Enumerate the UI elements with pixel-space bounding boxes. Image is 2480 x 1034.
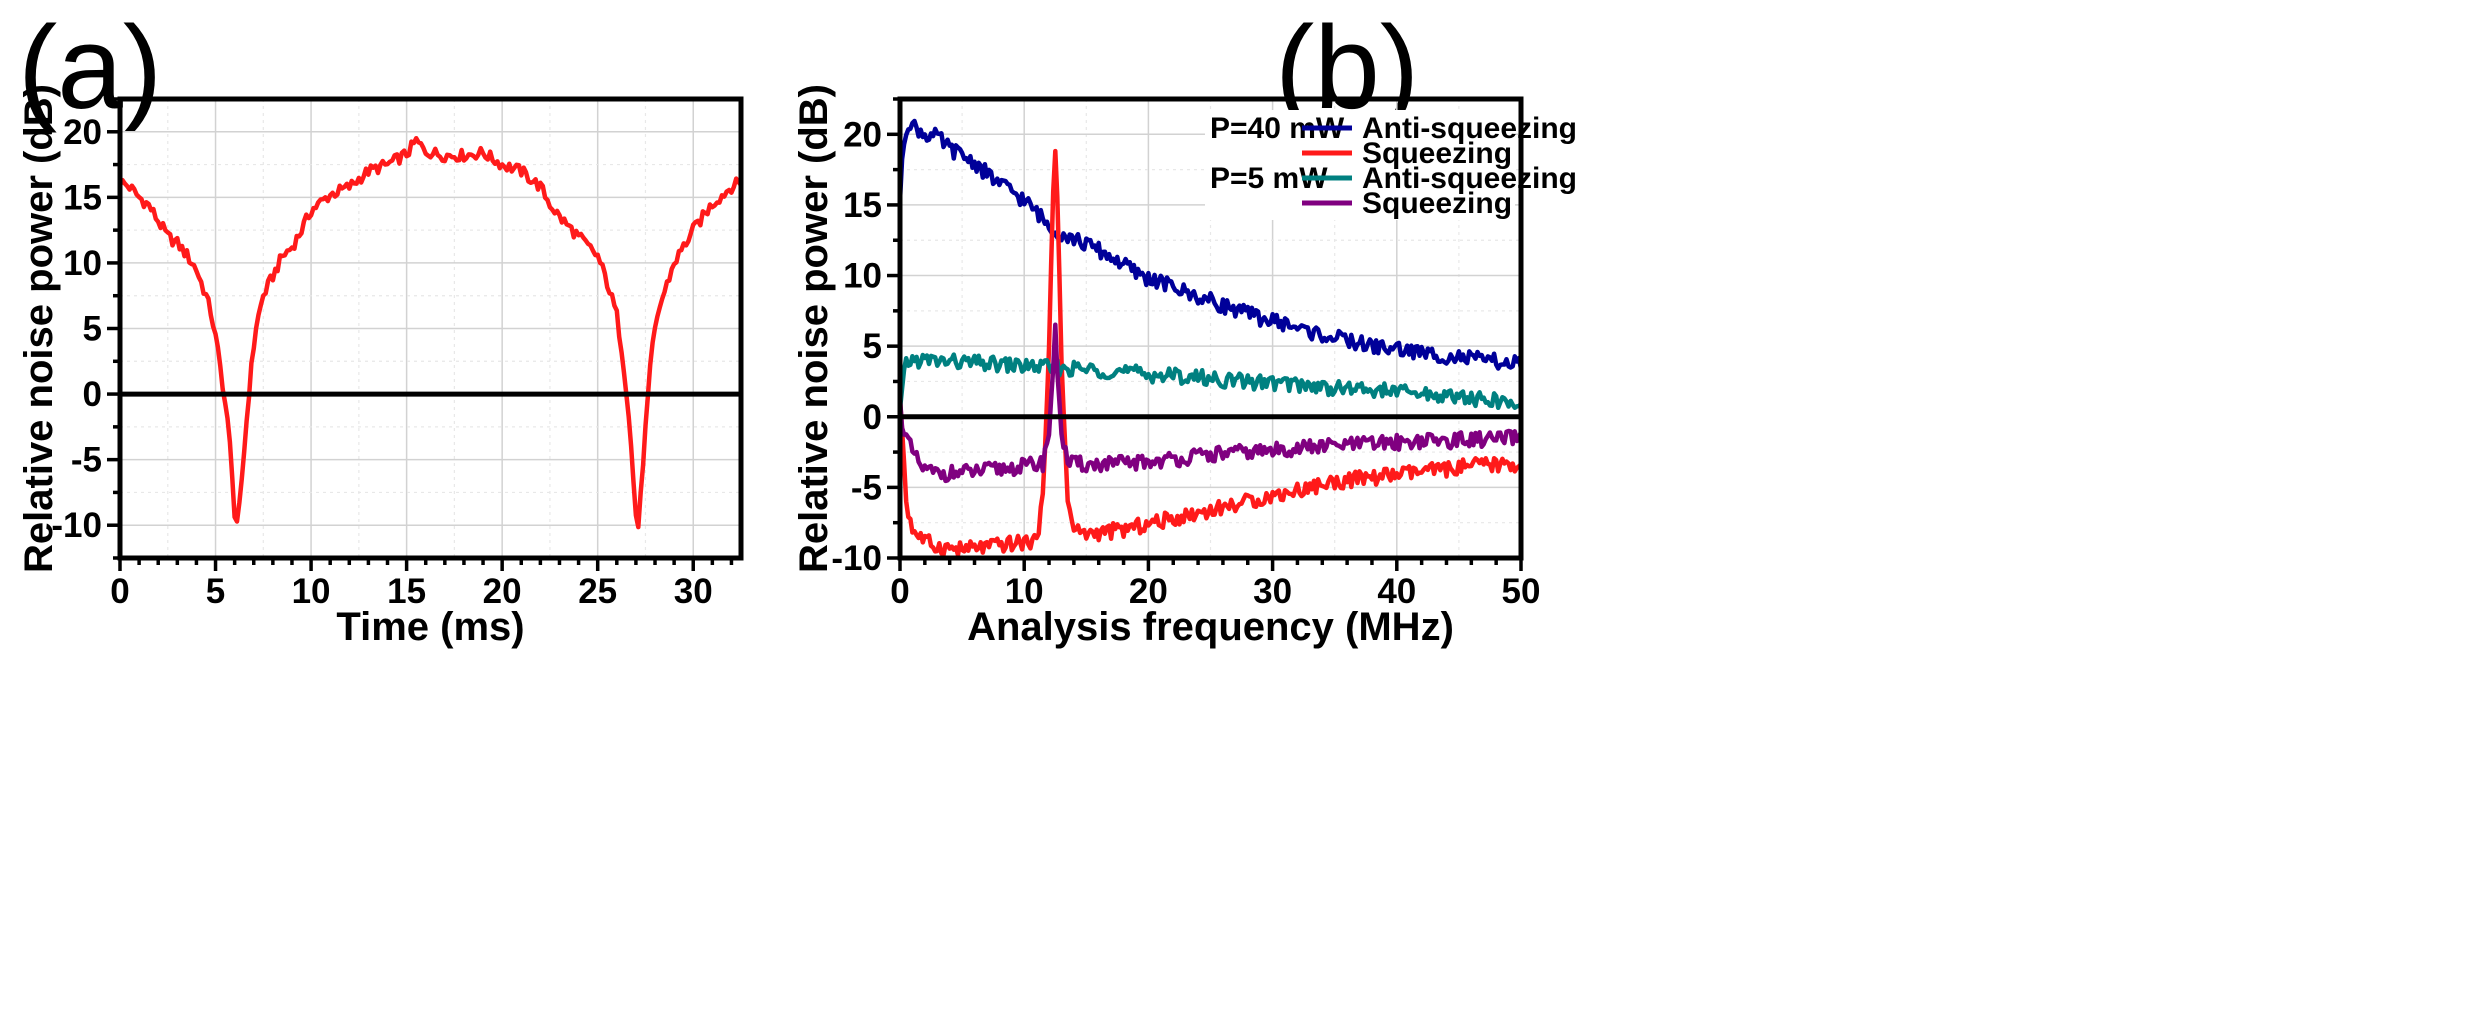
x-tick-label: 50 xyxy=(1502,572,1541,611)
series-line-noise-power xyxy=(117,135,744,530)
y-tick-label: 5 xyxy=(863,327,882,366)
y-tick-label: 15 xyxy=(63,178,102,217)
y-tick-label: 20 xyxy=(843,115,882,154)
x-tick-label: 5 xyxy=(206,572,225,611)
y-tick-label: 15 xyxy=(843,186,882,225)
panel-a-series-group xyxy=(117,135,744,530)
legend-entry-label: Anti-squeezing xyxy=(1362,112,1577,145)
y-tick-label: 20 xyxy=(63,113,102,152)
panel-a-x-axis-title: Time (ms) xyxy=(336,605,524,649)
y-tick-label: -10 xyxy=(831,539,882,578)
x-tick-label: 0 xyxy=(890,572,909,611)
x-tick-label: 10 xyxy=(292,572,331,611)
x-tick-label: 20 xyxy=(1129,572,1168,611)
legend-background xyxy=(1205,110,1515,220)
y-tick-label: -10 xyxy=(51,506,102,545)
legend-entry-label: Anti-squeezing xyxy=(1362,162,1577,195)
panel-b-x-axis-title: Analysis frequency (MHz) xyxy=(967,605,1454,649)
y-tick-label: -5 xyxy=(71,441,102,480)
series-line-squeezing-p-5-mw xyxy=(897,322,1524,484)
series-line-squeezing-p-40-mw xyxy=(897,148,1524,558)
x-tick-label: 25 xyxy=(578,572,617,611)
panel-a-ticks: 0 5 10 15 20 25 30 -10 -5 0 5 10 15 20 xyxy=(51,97,734,611)
x-tick-label: 40 xyxy=(1377,572,1416,611)
y-tick-label: 5 xyxy=(83,310,102,349)
y-tick-label: 0 xyxy=(83,375,102,414)
x-tick-label: 15 xyxy=(387,572,426,611)
y-tick-label: 10 xyxy=(843,257,882,296)
x-tick-label: 0 xyxy=(110,572,129,611)
x-tick-label: 30 xyxy=(1253,572,1292,611)
y-tick-label: 0 xyxy=(863,398,882,437)
panel-b-ticks: 0 10 20 30 40 50 -10 -5 0 5 10 15 20 xyxy=(831,97,1541,611)
y-tick-label: -5 xyxy=(851,468,882,507)
x-tick-label: 30 xyxy=(674,572,713,611)
y-tick-label: 10 xyxy=(63,244,102,283)
x-tick-label: 10 xyxy=(1005,572,1044,611)
panel-b-plot-frame xyxy=(897,96,1524,561)
x-tick-label: 20 xyxy=(483,572,522,611)
panel-a-y-axis-title: Relative noise power (dB) xyxy=(17,84,61,573)
panel-a-label: (a) xyxy=(18,2,162,134)
series-line-anti-squeezing-p-40-mw xyxy=(897,118,1524,372)
panel-b-series-group xyxy=(897,118,1524,558)
legend-entry-label: Squeezing xyxy=(1362,187,1512,220)
legend-entry-label: Squeezing xyxy=(1362,137,1512,170)
panel-b-y-axis-title: Relative noise power (dB) xyxy=(792,84,836,573)
series-line-anti-squeezing-p-5-mw xyxy=(897,352,1524,412)
